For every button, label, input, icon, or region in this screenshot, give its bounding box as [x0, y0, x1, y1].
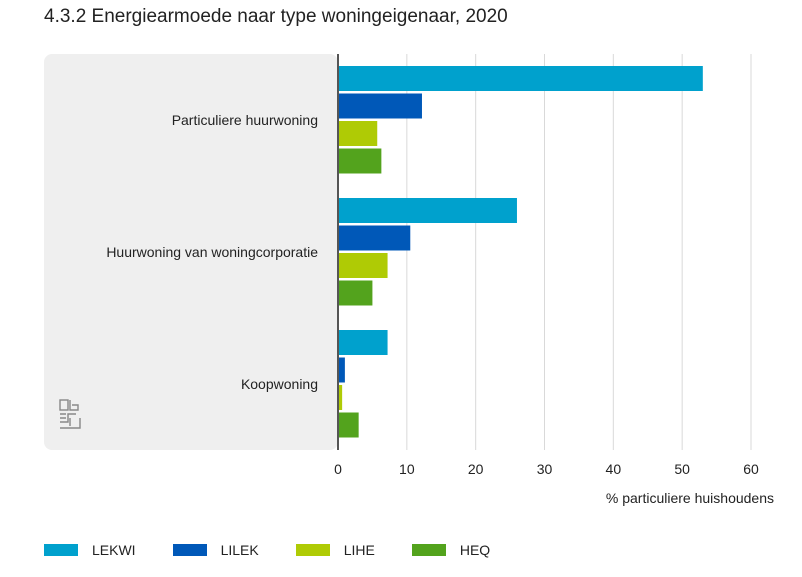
- bar-lilek-3[interactable]: [338, 357, 345, 383]
- legend-swatch-lilek: [172, 544, 207, 556]
- legend-item-heq[interactable]: HEQ: [411, 542, 491, 558]
- category-label: Koopwoning: [241, 376, 318, 392]
- legend: LEKWI LILEK LIHE HEQ: [44, 542, 527, 558]
- legend-item-lilek[interactable]: LILEK: [172, 542, 259, 558]
- legend-item-lekwi[interactable]: LEKWI: [44, 542, 136, 558]
- bar-lekwi-1[interactable]: [338, 66, 703, 91]
- cbs-logo-icon: [59, 399, 81, 429]
- category-label: Huurwoning van woningcorporatie: [106, 244, 318, 260]
- bar-heq-3[interactable]: [338, 412, 359, 438]
- bar-lihe-3[interactable]: [338, 385, 343, 410]
- x-tick-label: 40: [606, 461, 622, 477]
- bar-lekwi-2[interactable]: [338, 198, 517, 223]
- x-axis-label: % particuliere huishoudens: [606, 490, 774, 506]
- x-tick-label: 60: [743, 461, 759, 477]
- bar-lilek-1[interactable]: [338, 93, 422, 119]
- legend-label-lekwi: LEKWI: [92, 542, 136, 558]
- chart-title: 4.3.2 Energiearmoede naar type woningeig…: [44, 6, 508, 27]
- x-tick-label: 50: [674, 461, 690, 477]
- legend-swatch-lihe: [295, 544, 330, 556]
- bar-lihe-1[interactable]: [338, 121, 378, 146]
- category-panel: [44, 54, 338, 450]
- legend-swatch-lekwi: [44, 544, 78, 556]
- x-tick-label: 30: [537, 461, 553, 477]
- bar-lekwi-3[interactable]: [338, 330, 388, 355]
- legend-label-lilek: LILEK: [220, 542, 259, 558]
- x-tick-label: 10: [399, 461, 415, 477]
- bar-lihe-2[interactable]: [338, 253, 388, 278]
- bar-heq-1[interactable]: [338, 148, 382, 174]
- x-tick-label: 0: [334, 461, 342, 477]
- legend-item-lihe[interactable]: LIHE: [295, 542, 375, 558]
- legend-label-lihe: LIHE: [343, 542, 375, 558]
- legend-label-heq: HEQ: [459, 542, 491, 558]
- x-tick-label: 20: [468, 461, 484, 477]
- bar-heq-2[interactable]: [338, 280, 373, 306]
- legend-swatch-heq: [411, 544, 446, 556]
- category-label: Particuliere huurwoning: [172, 112, 318, 128]
- bar-chart: Particuliere huurwoning Huurwoning van wo…: [44, 54, 774, 506]
- bar-lilek-2[interactable]: [338, 225, 411, 251]
